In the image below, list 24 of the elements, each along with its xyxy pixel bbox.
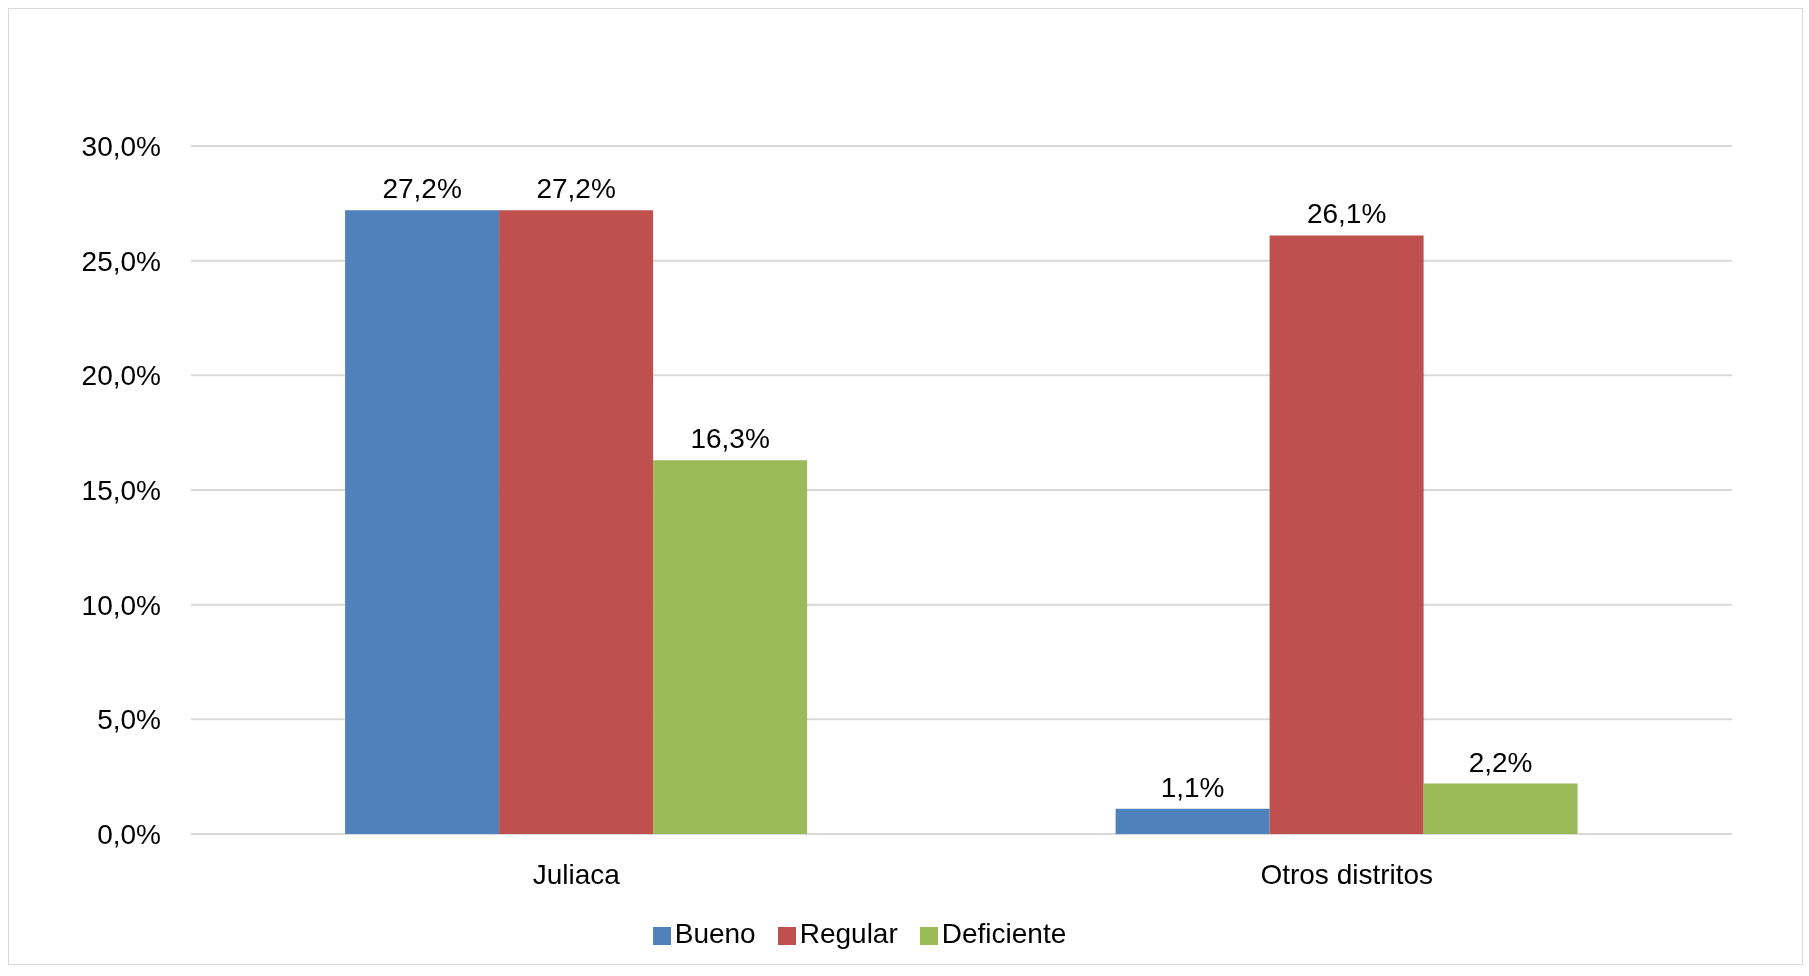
legend-label: Regular xyxy=(799,918,898,949)
data-label: 27,2% xyxy=(382,173,462,205)
x-tick-label: Juliaca xyxy=(532,858,621,890)
y-tick-label: 20,0% xyxy=(81,360,161,392)
bar xyxy=(1269,235,1424,834)
data-label: 26,1% xyxy=(1306,198,1387,230)
y-tick-label: 15,0% xyxy=(81,474,161,506)
bar xyxy=(1423,783,1578,834)
data-label: 27,2% xyxy=(536,173,616,205)
bar xyxy=(1115,808,1270,834)
bar xyxy=(499,210,654,834)
bar xyxy=(653,460,808,834)
y-tick-label: 10,0% xyxy=(81,589,161,621)
x-tick-label: Otros distritos xyxy=(1260,858,1434,890)
y-tick-label: 5,0% xyxy=(97,704,161,736)
bar xyxy=(345,210,500,834)
data-label: 2,2% xyxy=(1468,746,1533,778)
y-tick-label: 0,0% xyxy=(97,818,161,850)
legend-label: Deficiente xyxy=(941,918,1067,949)
legend-label: Bueno xyxy=(674,918,756,949)
data-label: 16,3% xyxy=(690,423,770,455)
data-label: 1,1% xyxy=(1160,771,1225,803)
y-tick-label: 25,0% xyxy=(81,245,161,277)
y-tick-label: 30,0% xyxy=(81,130,161,162)
